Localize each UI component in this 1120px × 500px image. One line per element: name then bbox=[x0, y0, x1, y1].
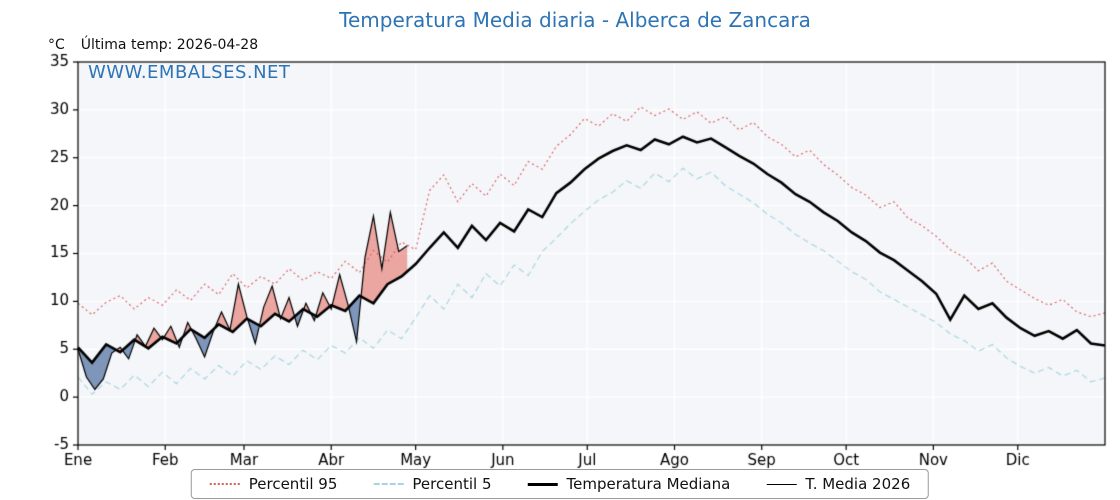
t-media-2026-line-sample bbox=[766, 483, 797, 485]
legend-item-t-media-2026: T. Media 2026 bbox=[766, 475, 910, 493]
legend-label-percentil-5: Percentil 5 bbox=[412, 475, 492, 493]
legend-label-percentil-95: Percentil 95 bbox=[248, 475, 338, 493]
legend-label-mediana: Temperatura Mediana bbox=[566, 475, 731, 493]
mediana-line-sample bbox=[527, 482, 558, 486]
legend: Percentil 95 Percentil 5 Temperatura Med… bbox=[190, 469, 930, 499]
legend-label-t-media-2026: T. Media 2026 bbox=[805, 475, 911, 493]
y-axis-unit-label: °C bbox=[48, 37, 65, 53]
watermark: WWW.EMBALSES.NET bbox=[88, 62, 291, 83]
last-temp-label: Última temp: 2026-04-28 bbox=[80, 37, 259, 53]
legend-item-percentil-5: Percentil 5 bbox=[373, 475, 491, 493]
chart-title: Temperatura Media diaria - Alberca de Za… bbox=[339, 8, 811, 32]
legend-item-percentil-95: Percentil 95 bbox=[209, 475, 338, 493]
legend-item-mediana: Temperatura Mediana bbox=[527, 475, 730, 493]
subheader: °C Última temp: 2026-04-28 bbox=[48, 37, 258, 53]
percentil-5-line-sample bbox=[373, 483, 404, 485]
percentil-95-line-sample bbox=[209, 483, 240, 485]
